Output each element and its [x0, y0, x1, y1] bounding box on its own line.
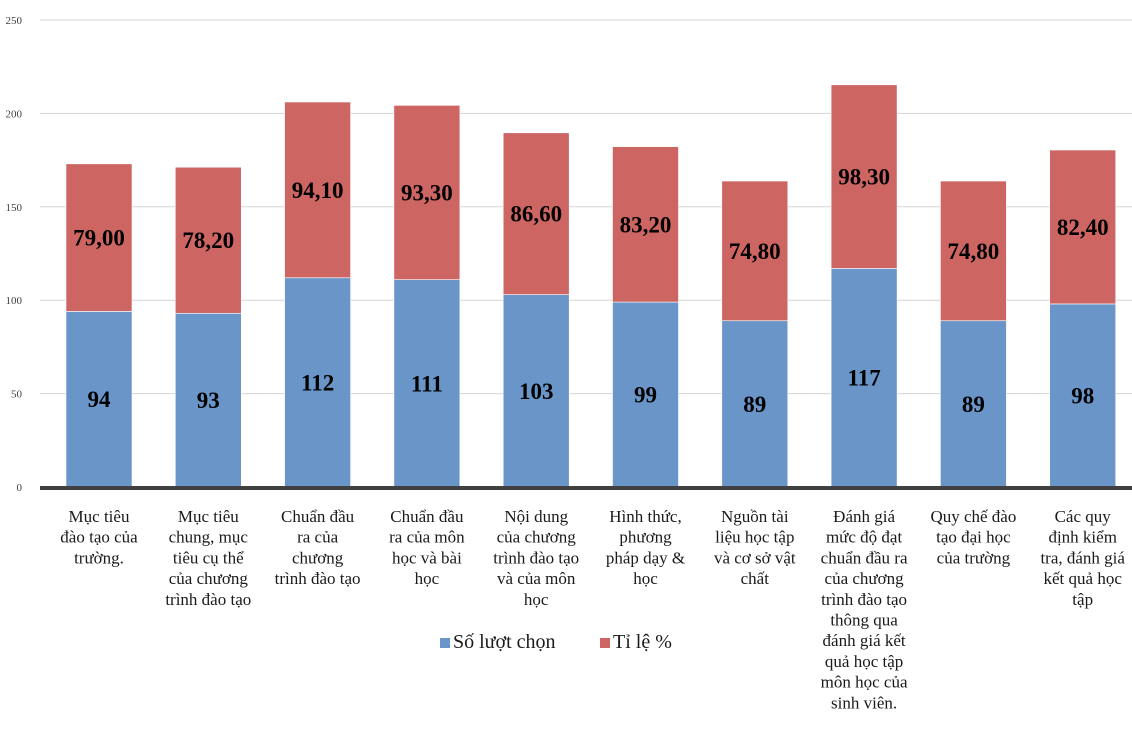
bars	[65, 84, 1116, 488]
data-label-ti-le: 74,80	[729, 239, 781, 264]
x-category-label: Quy chế đào tạo đại học của trường	[930, 507, 1016, 567]
y-tick-label: 200	[6, 108, 23, 120]
bar-ti-le	[721, 180, 789, 322]
y-tick-label: 50	[11, 389, 23, 401]
y-tick-label: 150	[6, 202, 23, 214]
y-tick-label: 100	[6, 295, 23, 307]
legend-swatch-ti-le	[600, 638, 610, 648]
data-label-ti-le: 74,80	[948, 239, 1000, 264]
bar-ti-le	[940, 180, 1007, 322]
data-label-so-luot-chon: 89	[743, 392, 766, 417]
bar-so-luot-chon	[502, 294, 570, 488]
bar-ti-le	[175, 166, 242, 314]
y-tick-label: 0	[17, 482, 23, 494]
bar-ti-le	[502, 132, 570, 295]
bar-so-luot-chon	[284, 277, 351, 488]
legend: Số lượt chọn Tỉ lệ %	[440, 631, 672, 653]
data-label-ti-le: 79,00	[73, 226, 125, 251]
bar-ti-le	[284, 101, 351, 279]
data-label-ti-le: 82,40	[1057, 215, 1109, 240]
x-category-label: Mục tiêu đào tạo của trường.	[60, 507, 138, 567]
bar-ti-le	[830, 84, 898, 269]
legend-swatch-so-luot-chon	[440, 638, 450, 648]
bar-so-luot-chon	[65, 311, 133, 488]
bar-ti-le	[1049, 149, 1116, 305]
data-label-so-luot-chon: 103	[519, 379, 554, 404]
data-label-so-luot-chon: 111	[411, 371, 443, 396]
data-label-so-luot-chon: 94	[88, 387, 112, 412]
data-label-so-luot-chon: 112	[301, 370, 334, 395]
bar-so-luot-chon	[1049, 303, 1116, 488]
x-category-label: Chuẩn đầu ra của chương trình đào tạo	[275, 507, 361, 588]
bar-so-luot-chon	[393, 279, 461, 488]
data-label-ti-le: 93,30	[401, 181, 453, 206]
x-category-label: Hình thức, phương pháp dạy & học	[606, 507, 685, 588]
bar-so-luot-chon	[830, 268, 898, 488]
x-category-label: Mục tiêu chung, mục tiêu cụ thể của chương t…	[165, 507, 251, 609]
data-label-so-luot-chon: 117	[847, 366, 880, 391]
data-label-so-luot-chon: 98	[1071, 383, 1094, 408]
x-category-label: Nội dung của chương trình đào tạo và của mô…	[493, 507, 579, 609]
bar-so-luot-chon	[612, 301, 679, 488]
bar-ti-le	[612, 146, 679, 303]
data-label-so-luot-chon: 93	[197, 388, 220, 413]
x-category-label: Chuẩn đầu ra của môn học và bài học	[389, 507, 465, 588]
data-label-ti-le: 98,30	[838, 165, 890, 190]
x-category-label: Các quy định kiểm tra, đánh giá kết quả học…	[1040, 507, 1125, 609]
x-category-label: Nguồn tài liệu học tập và cơ sở vật chất	[714, 507, 796, 588]
data-label-ti-le: 83,20	[620, 212, 672, 237]
data-labels: 94 79,00 93 78,20 112 94,10 111 93,30 103 86,60 99…	[73, 165, 1108, 417]
bar-ti-le	[65, 163, 133, 312]
bar-ti-le	[393, 105, 461, 280]
y-axis: 0 50 100 150 200 250	[6, 15, 23, 494]
y-tick-label: 250	[6, 15, 23, 27]
legend-entry: Số lượt chọn	[453, 631, 556, 653]
bar-so-luot-chon	[721, 320, 789, 488]
legend-entry: Tỉ lệ %	[613, 631, 672, 653]
bar-so-luot-chon	[940, 320, 1007, 488]
data-label-ti-le: 94,10	[292, 178, 344, 203]
x-category-label: Đánh giá mức độ đạt chuẩn đầu ra của chương…	[821, 507, 908, 712]
x-axis: Mục tiêu đào tạo của trường. Mục tiêu chung,…	[40, 486, 1132, 712]
data-label-so-luot-chon: 89	[962, 392, 985, 417]
data-label-so-luot-chon: 99	[634, 383, 657, 408]
data-label-ti-le: 86,60	[510, 202, 562, 227]
data-label-ti-le: 78,20	[182, 228, 234, 253]
